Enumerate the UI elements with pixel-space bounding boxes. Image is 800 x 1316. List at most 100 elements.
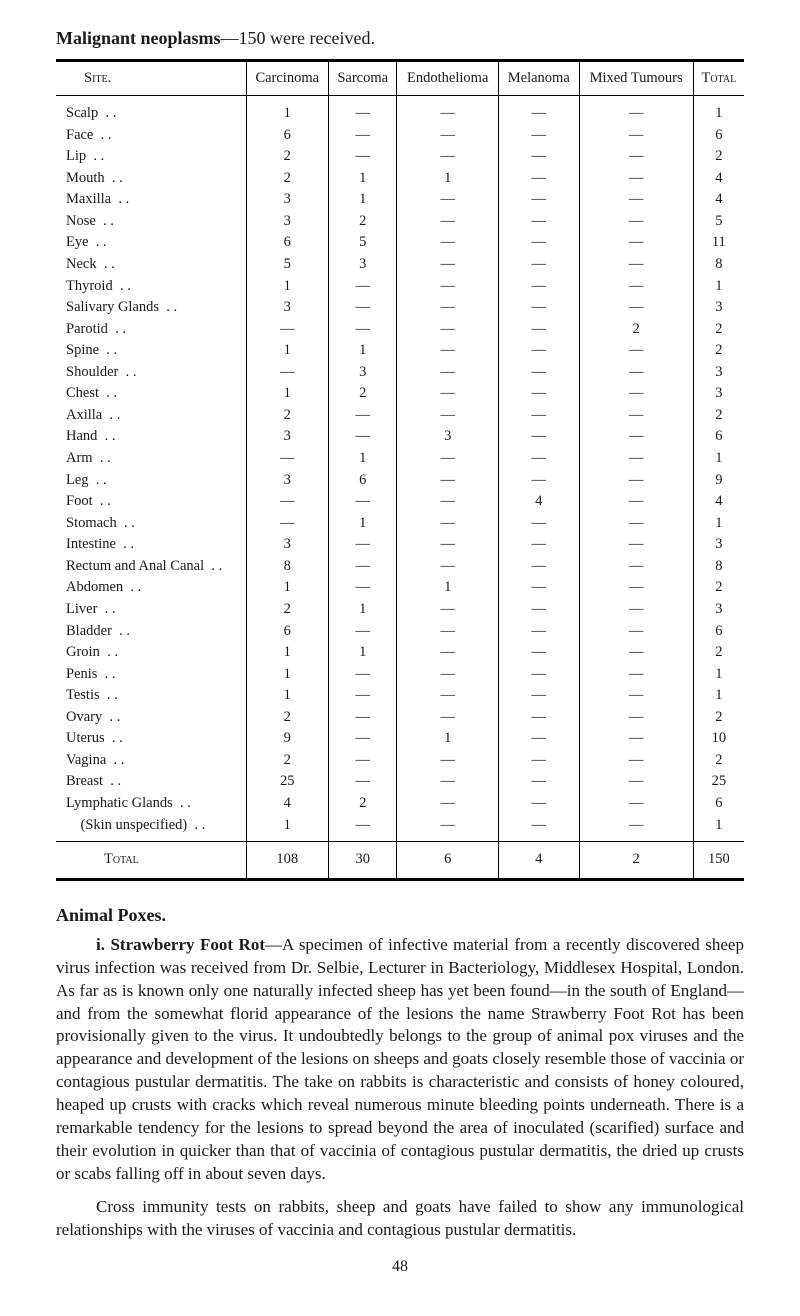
col-carcinoma: Carcinoma <box>246 61 328 96</box>
cell-endothelioma: — <box>397 189 498 211</box>
cell-site: Salivary Glands . . <box>56 297 246 319</box>
cell-sarcoma: — <box>328 750 397 772</box>
cell-sarcoma: — <box>328 96 397 125</box>
paragraph-1: i. Strawberry Foot Rot—A specimen of inf… <box>56 934 744 1186</box>
cell-carcinoma: 3 <box>246 297 328 319</box>
cell-melanoma: — <box>498 405 579 427</box>
cell-endothelioma: — <box>397 513 498 535</box>
cell-endothelioma: — <box>397 96 498 125</box>
cell-sarcoma: 1 <box>328 340 397 362</box>
cell-site: Stomach . . <box>56 513 246 535</box>
table-row: Axilla . .2————2 <box>56 405 744 427</box>
cell-endothelioma: — <box>397 491 498 513</box>
cell-site: Penis . . <box>56 664 246 686</box>
cell-mixed: — <box>579 728 693 750</box>
cell-mixed: — <box>579 513 693 535</box>
cell-carcinoma: 1 <box>246 664 328 686</box>
cell-site: Face . . <box>56 125 246 147</box>
table-row: Rectum and Anal Canal . .8————8 <box>56 556 744 578</box>
cell-sarcoma: — <box>328 685 397 707</box>
cell-melanoma: — <box>498 664 579 686</box>
cell-sarcoma: — <box>328 405 397 427</box>
col-site: Site. <box>56 61 246 96</box>
cell-total: 25 <box>693 771 744 793</box>
cell-endothelioma: — <box>397 232 498 254</box>
cell-sarcoma: — <box>328 664 397 686</box>
cell-endothelioma: — <box>397 340 498 362</box>
cell-total: 3 <box>693 383 744 405</box>
cell-melanoma: — <box>498 383 579 405</box>
cell-mixed: — <box>579 448 693 470</box>
cell-melanoma: — <box>498 146 579 168</box>
cell-total: 6 <box>693 793 744 815</box>
cell-endothelioma: — <box>397 534 498 556</box>
cell-melanoma: — <box>498 319 579 341</box>
total-mixed: 2 <box>579 842 693 880</box>
cell-carcinoma: 2 <box>246 146 328 168</box>
cell-melanoma: — <box>498 513 579 535</box>
table-row: Vagina . .2————2 <box>56 750 744 772</box>
cell-site: Parotid . . <box>56 319 246 341</box>
cell-endothelioma: — <box>397 405 498 427</box>
cell-melanoma: — <box>498 642 579 664</box>
paragraph-2: Cross immunity tests on rabbits, sheep a… <box>56 1196 744 1242</box>
cell-mixed: — <box>579 470 693 492</box>
table-row: Abdomen . .1—1——2 <box>56 577 744 599</box>
table-row: Ovary . .2————2 <box>56 707 744 729</box>
cell-mixed: — <box>579 168 693 190</box>
cell-site: Leg . . <box>56 470 246 492</box>
cell-mixed: — <box>579 750 693 772</box>
cell-carcinoma: 6 <box>246 621 328 643</box>
cell-sarcoma: 1 <box>328 168 397 190</box>
para1-rest: —A specimen of infective material from a… <box>56 935 744 1183</box>
table-row: Testis . .1————1 <box>56 685 744 707</box>
cell-carcinoma: 1 <box>246 96 328 125</box>
cell-sarcoma: — <box>328 319 397 341</box>
cell-total: 1 <box>693 448 744 470</box>
cell-total: 8 <box>693 254 744 276</box>
cell-sarcoma: 2 <box>328 383 397 405</box>
cell-melanoma: — <box>498 750 579 772</box>
cell-site: Hand . . <box>56 426 246 448</box>
table-row: Uterus . .9—1——10 <box>56 728 744 750</box>
cell-melanoma: 4 <box>498 491 579 513</box>
cell-mixed: — <box>579 707 693 729</box>
title-bold: Malignant neoplasms <box>56 28 221 48</box>
cell-sarcoma: — <box>328 577 397 599</box>
cell-site: Ovary . . <box>56 707 246 729</box>
cell-carcinoma: — <box>246 319 328 341</box>
cell-site: Lymphatic Glands . . <box>56 793 246 815</box>
cell-carcinoma: 1 <box>246 642 328 664</box>
cell-total: 2 <box>693 319 744 341</box>
cell-mixed: — <box>579 276 693 298</box>
cell-melanoma: — <box>498 815 579 842</box>
cell-carcinoma: 3 <box>246 534 328 556</box>
cell-endothelioma: — <box>397 146 498 168</box>
cell-carcinoma: 8 <box>246 556 328 578</box>
cell-endothelioma: — <box>397 556 498 578</box>
neoplasm-table: Site. Carcinoma Sarcoma Endothelioma Mel… <box>56 59 744 881</box>
table-row: Parotid . .————22 <box>56 319 744 341</box>
cell-total: 6 <box>693 125 744 147</box>
cell-sarcoma: — <box>328 146 397 168</box>
cell-sarcoma: 1 <box>328 189 397 211</box>
cell-carcinoma: 1 <box>246 685 328 707</box>
cell-endothelioma: — <box>397 815 498 842</box>
cell-carcinoma: 1 <box>246 383 328 405</box>
cell-sarcoma: — <box>328 125 397 147</box>
cell-site: (Skin unspecified) . . <box>56 815 246 842</box>
cell-site: Rectum and Anal Canal . . <box>56 556 246 578</box>
cell-melanoma: — <box>498 621 579 643</box>
cell-melanoma: — <box>498 448 579 470</box>
cell-carcinoma: 1 <box>246 276 328 298</box>
cell-total: 3 <box>693 534 744 556</box>
total-carcinoma: 108 <box>246 842 328 880</box>
cell-sarcoma: 1 <box>328 642 397 664</box>
table-row: Groin . .11———2 <box>56 642 744 664</box>
cell-total: 9 <box>693 470 744 492</box>
cell-melanoma: — <box>498 276 579 298</box>
cell-mixed: — <box>579 254 693 276</box>
cell-melanoma: — <box>498 189 579 211</box>
cell-endothelioma: — <box>397 470 498 492</box>
cell-melanoma: — <box>498 534 579 556</box>
